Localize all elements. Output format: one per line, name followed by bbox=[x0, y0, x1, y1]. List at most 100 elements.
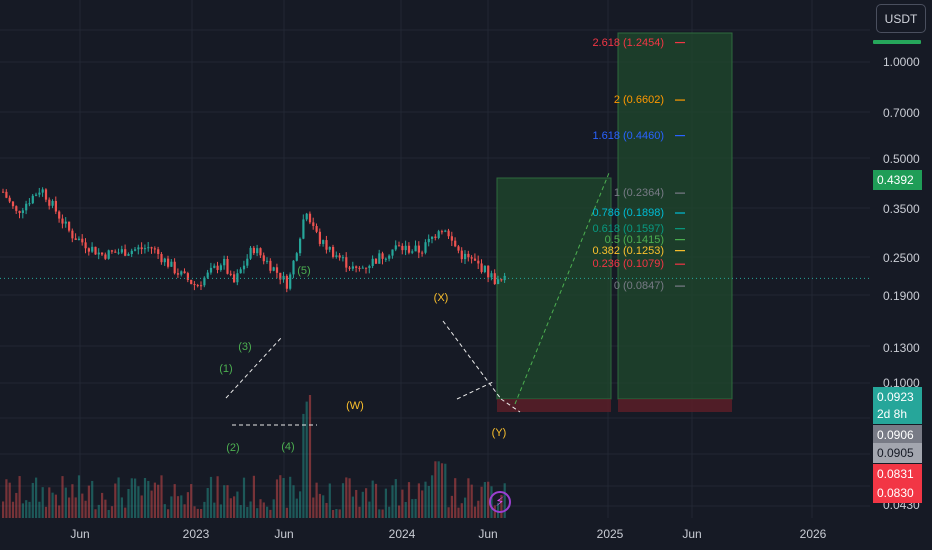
fib-position-profit-zone bbox=[617, 32, 733, 400]
volume-bar bbox=[94, 509, 97, 518]
candle-body bbox=[289, 274, 292, 289]
candle-body bbox=[272, 267, 275, 271]
volume-bar bbox=[421, 490, 424, 518]
candle-body bbox=[153, 248, 156, 250]
volume-bar bbox=[51, 492, 54, 518]
volume-bar bbox=[252, 475, 255, 518]
volume-bar bbox=[101, 492, 104, 518]
candle-body bbox=[200, 285, 203, 287]
candle-body bbox=[497, 279, 500, 285]
candle-body bbox=[470, 257, 473, 259]
candle-body bbox=[431, 236, 434, 239]
candle-body bbox=[361, 267, 364, 269]
volume-bar bbox=[21, 503, 24, 518]
time-axis-label: 2024 bbox=[388, 527, 416, 541]
volume-bar bbox=[417, 483, 420, 518]
price-axis-label: 0.1900 bbox=[883, 289, 920, 303]
candle-body bbox=[391, 249, 394, 256]
volume-bar bbox=[110, 506, 114, 518]
volume-bar bbox=[68, 497, 71, 518]
price-tag: 0.0906 bbox=[873, 425, 922, 445]
candle-body bbox=[424, 242, 427, 253]
volume-bar bbox=[358, 506, 361, 518]
volume-bar bbox=[18, 476, 21, 518]
candle-body bbox=[338, 255, 341, 258]
candle-body bbox=[170, 261, 173, 267]
volume-bar bbox=[74, 497, 77, 518]
volume-bar bbox=[388, 506, 391, 518]
candle-body bbox=[434, 236, 437, 238]
volume-bar bbox=[167, 509, 170, 518]
candle-body bbox=[328, 246, 331, 250]
volume-bar bbox=[160, 475, 163, 518]
volume-bar bbox=[275, 479, 279, 518]
candle-body bbox=[275, 267, 279, 273]
volume-bar bbox=[25, 500, 28, 518]
volume-bar bbox=[365, 488, 368, 518]
candle-body bbox=[97, 252, 100, 255]
volume-bar bbox=[381, 509, 384, 518]
volume-bar bbox=[437, 461, 440, 518]
currency-button[interactable]: USDT bbox=[876, 4, 926, 33]
volume-bar bbox=[163, 504, 166, 518]
candle-body bbox=[104, 254, 107, 259]
candle-body bbox=[371, 258, 374, 266]
candle-body bbox=[332, 246, 335, 257]
candle-body bbox=[114, 251, 117, 253]
volume-bar bbox=[295, 498, 298, 518]
volume-bar bbox=[464, 497, 467, 518]
candle-body bbox=[236, 273, 239, 283]
candle-body bbox=[15, 206, 18, 211]
candle-body bbox=[259, 248, 262, 256]
candle-body bbox=[493, 273, 496, 285]
candle-body bbox=[117, 252, 120, 254]
volume-bar bbox=[289, 476, 292, 518]
candle-body bbox=[348, 267, 351, 269]
wave-trendline bbox=[225, 337, 282, 399]
volume-bar bbox=[44, 506, 48, 518]
volume-bar bbox=[35, 477, 38, 518]
candle-body bbox=[87, 248, 90, 252]
volume-bar bbox=[454, 478, 457, 518]
wave-trendline bbox=[456, 380, 496, 400]
volume-bar bbox=[259, 499, 262, 518]
volume-bar bbox=[308, 394, 312, 518]
candle-body bbox=[252, 247, 255, 254]
volume-bar bbox=[447, 507, 450, 518]
candle-body bbox=[467, 253, 470, 258]
candle-body bbox=[120, 249, 123, 253]
fib-level-label: 0.618 (0.1597) bbox=[592, 222, 664, 235]
candle-body bbox=[31, 195, 34, 204]
candle-body bbox=[239, 269, 242, 274]
volume-bar bbox=[173, 484, 176, 518]
candle-body bbox=[450, 236, 453, 241]
candle-body bbox=[381, 253, 384, 259]
candle-body bbox=[335, 255, 338, 257]
wave-label: (X) bbox=[433, 292, 449, 304]
wave-label: (4) bbox=[281, 441, 295, 453]
candle-body bbox=[127, 254, 130, 256]
volume-bar bbox=[2, 501, 5, 518]
volume-bar bbox=[371, 480, 374, 518]
candle-body bbox=[262, 255, 265, 262]
candle-body bbox=[447, 230, 450, 237]
candle-body bbox=[134, 249, 137, 251]
candle-body bbox=[460, 250, 463, 260]
time-axis-label: 2025 bbox=[596, 527, 624, 541]
volume-bar bbox=[223, 485, 226, 518]
volume-bar bbox=[11, 501, 15, 518]
wave-label: (3) bbox=[238, 341, 252, 353]
volume-bar bbox=[77, 475, 81, 518]
candle-body bbox=[398, 245, 401, 247]
candle-body bbox=[38, 192, 41, 195]
lightning-icon[interactable]: ⚡ bbox=[489, 491, 511, 513]
volume-bar bbox=[440, 463, 444, 518]
volume-bar bbox=[322, 495, 325, 518]
volume-bar bbox=[338, 509, 341, 518]
volume-bar bbox=[134, 478, 137, 518]
candle-body bbox=[374, 258, 378, 264]
candle-body bbox=[140, 247, 143, 250]
candle-body bbox=[266, 260, 269, 262]
currency-indicator bbox=[873, 40, 921, 44]
